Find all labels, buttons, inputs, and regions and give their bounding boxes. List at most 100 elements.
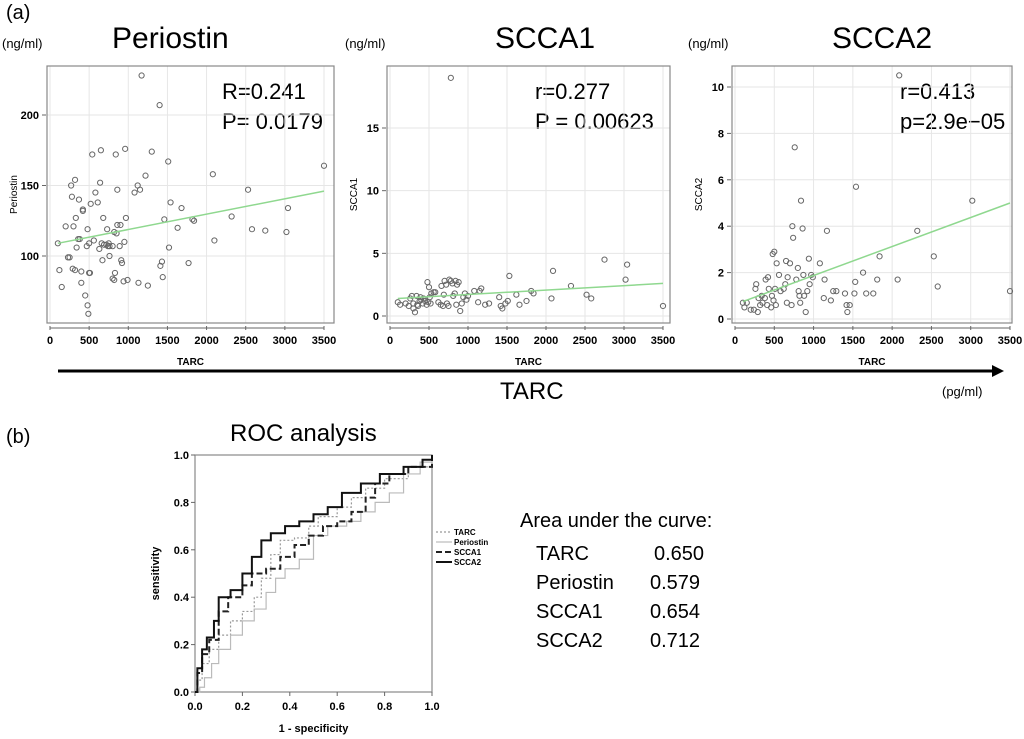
periostin-x-tick-label: 3500 — [312, 335, 336, 347]
scca2-data-point — [790, 234, 797, 241]
scca2-y-tick-label: 6 — [718, 175, 724, 187]
scca1-data-point — [446, 276, 453, 283]
periostin-data-point — [84, 302, 91, 309]
auc-row: SCCA1 0.654 — [536, 598, 704, 627]
periostin-data-point — [90, 237, 97, 244]
scca1-title: SCCA1 — [495, 22, 596, 55]
scca2-data-point — [789, 223, 796, 230]
periostin-data-point — [248, 226, 256, 233]
scca2-data-point — [934, 283, 941, 290]
scca1-data-point — [478, 285, 485, 292]
scca2-x-tick-label: 3500 — [998, 335, 1022, 347]
roc-y-tick-label: 0.4 — [174, 592, 190, 604]
scca1-data-point — [447, 74, 454, 81]
periostin-data-point — [68, 182, 75, 189]
scca1-data-point — [405, 302, 412, 310]
scca1-data-point — [427, 300, 434, 307]
scca2-data-point — [761, 295, 768, 302]
periostin-data-point — [86, 240, 93, 247]
scca1-data-point — [422, 297, 429, 305]
periostin-data-point — [111, 269, 119, 277]
periostin-data-point — [142, 172, 149, 179]
scca1-x-tick-label: 3000 — [612, 335, 636, 347]
scca2-y-tick-label: 0 — [718, 314, 724, 326]
periostin-data-point — [105, 240, 112, 247]
scca1-data-point — [440, 291, 447, 298]
scca2-data-point — [841, 290, 849, 297]
scca2-data-point — [775, 271, 783, 279]
periostin-data-point — [56, 267, 63, 274]
scca1-data-point — [549, 267, 557, 274]
scca1-data-point — [567, 282, 575, 290]
scca1-data-point — [411, 309, 419, 316]
periostin-data-point — [106, 243, 113, 250]
scca2-data-point — [759, 299, 766, 306]
scca1-stat-p: P = 0.00623 — [535, 109, 654, 134]
scca1-x-tick-label: 2500 — [573, 335, 597, 347]
periostin-y-tick-label: 150 — [21, 181, 39, 193]
scca1-x-tick-label: 1000 — [456, 335, 480, 347]
periostin-data-point — [97, 179, 104, 186]
periostin-data-point — [262, 227, 269, 234]
scca1-data-point — [471, 287, 478, 295]
roc-legend-label-periostin: Periostin — [454, 538, 488, 547]
periostin-data-point — [122, 145, 129, 152]
scca2-data-point — [772, 301, 779, 309]
periostin-data-point — [73, 244, 80, 251]
scca2-x-tick-label: 0 — [732, 335, 738, 347]
periostin-data-point — [135, 279, 142, 286]
periostin-data-point — [158, 258, 166, 265]
periostin-data-point — [131, 189, 138, 196]
periostin-data-point — [161, 216, 168, 223]
periostin-data-point — [75, 196, 83, 203]
scca2-data-point — [805, 255, 812, 262]
scca1-data-point — [464, 292, 472, 300]
scca2-data-point — [843, 301, 850, 309]
periostin-x-tick-label: 1500 — [155, 335, 179, 347]
roc-x-tick-label: 0.2 — [235, 701, 250, 713]
roc-curve-scca1 — [195, 455, 433, 693]
periostin-data-point — [148, 148, 155, 155]
auc-row-name: Periostin — [536, 572, 614, 594]
periostin-data-point — [113, 230, 120, 237]
scca1-data-point — [475, 299, 482, 306]
scca2-x-tick-label: 500 — [765, 335, 783, 347]
scca2-data-point — [852, 183, 860, 190]
scca2-data-point — [786, 260, 794, 267]
scca2-data-point — [969, 197, 976, 204]
scca2-data-point — [794, 264, 801, 272]
scca1-unit: (ng/ml) — [345, 36, 386, 51]
roc-y-tick-label: 0.0 — [174, 687, 189, 699]
periostin-plot-frame — [46, 65, 335, 324]
scca1-y-tick-label: 5 — [373, 248, 379, 260]
scca2-x-tick-label: 3000 — [958, 335, 982, 347]
scca2-unit: (ng/ml) — [688, 36, 729, 51]
periostin-data-point — [228, 213, 235, 220]
roc-legend-label-tarc: TARC — [454, 528, 476, 537]
scca2-y-tick-label: 10 — [712, 82, 724, 94]
scca1-data-point — [458, 300, 465, 307]
scca1-x-tick-label: 0 — [387, 335, 393, 347]
periostin-data-point — [174, 224, 181, 231]
roc-plot-frame — [194, 454, 433, 693]
scca2-data-point — [844, 308, 851, 316]
periostin-data-point — [120, 278, 127, 285]
periostin-data-point — [178, 204, 185, 212]
auc-row-name: SCCA2 — [536, 630, 603, 652]
scca2-data-point — [896, 72, 903, 79]
auc-row-value: 0.654 — [650, 601, 701, 623]
scca2-data-point — [1006, 288, 1014, 295]
periostin-data-point — [70, 223, 77, 230]
scca2-data-point — [800, 271, 807, 279]
roc-x-tick-label: 0.6 — [330, 701, 345, 713]
roc-title: ROC analysis — [230, 420, 377, 447]
periostin-data-point — [165, 158, 172, 165]
roc-y-tick-label: 0.8 — [174, 497, 189, 509]
scca1-data-point — [504, 297, 511, 305]
periostin-data-point — [71, 267, 79, 274]
periostin-data-point — [66, 254, 73, 261]
auc-row-name: TARC — [536, 543, 589, 565]
scca1-data-point — [445, 302, 452, 310]
periostin-data-point — [156, 102, 163, 109]
scca2-data-point — [821, 276, 828, 283]
